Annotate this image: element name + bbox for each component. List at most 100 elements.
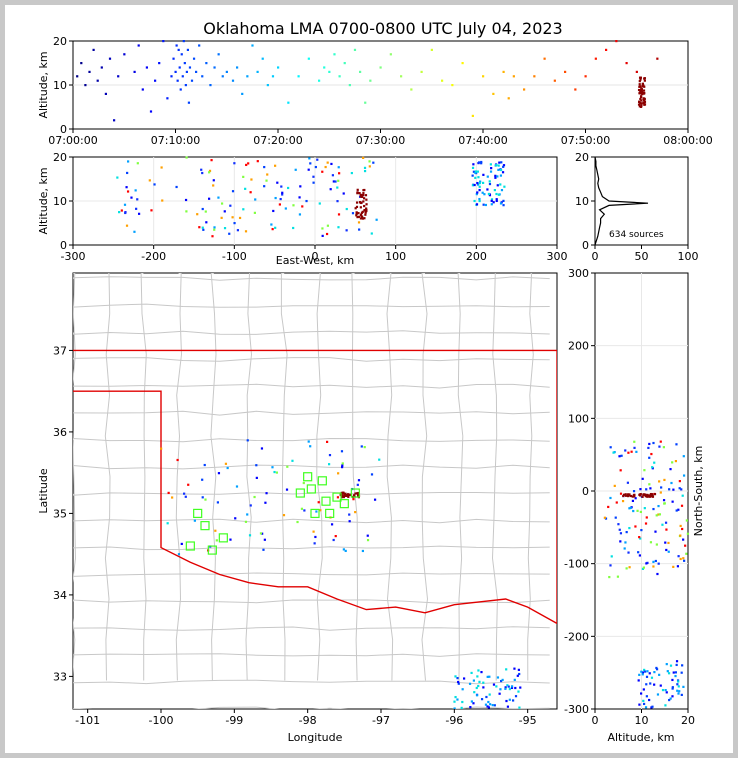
data-point — [657, 513, 660, 516]
source-point — [303, 509, 306, 512]
data-point — [118, 211, 121, 214]
data-point — [356, 191, 359, 194]
data-point — [650, 492, 653, 496]
data-point — [181, 75, 184, 78]
data-point — [646, 670, 649, 673]
data-point — [484, 203, 488, 207]
data-point — [205, 221, 208, 224]
data-point — [279, 197, 282, 201]
data-point — [486, 188, 489, 191]
data-point — [499, 202, 503, 205]
county-border — [73, 545, 550, 551]
source-point — [265, 492, 268, 495]
data-point — [357, 221, 361, 224]
data-point — [202, 228, 205, 231]
source-point — [348, 493, 351, 497]
data-point — [337, 213, 341, 216]
data-point — [625, 62, 628, 65]
data-point — [363, 217, 366, 220]
data-point — [134, 189, 137, 192]
data-point — [616, 575, 620, 578]
data-point — [675, 663, 678, 667]
data-point — [364, 211, 367, 214]
y-tick-label: -100 — [564, 558, 589, 571]
data-point — [682, 538, 685, 541]
data-point — [236, 66, 239, 69]
x-tick-label: 07:40:00 — [458, 134, 507, 147]
y-tick-label: 20 — [53, 151, 67, 164]
data-point — [162, 40, 165, 43]
data-point — [420, 70, 423, 73]
data-point — [640, 102, 643, 105]
data-point — [332, 180, 335, 183]
source-point — [484, 703, 488, 706]
data-point — [632, 490, 636, 493]
source-point — [246, 513, 249, 516]
data-point — [632, 509, 635, 513]
source-point — [234, 517, 237, 520]
data-point — [123, 203, 127, 206]
data-point — [370, 232, 373, 235]
data-point — [145, 66, 148, 69]
data-point — [633, 495, 636, 498]
source-point — [203, 463, 206, 467]
data-point — [263, 185, 266, 188]
data-point — [355, 201, 359, 204]
source-point — [337, 472, 340, 475]
station-marker — [200, 521, 210, 531]
data-point — [643, 77, 646, 80]
data-point — [492, 201, 495, 204]
data-point — [410, 88, 413, 91]
data-point — [665, 528, 668, 531]
county-border — [73, 491, 550, 496]
data-point — [220, 202, 224, 205]
data-point — [326, 224, 330, 227]
data-point — [480, 160, 483, 164]
data-point — [271, 228, 274, 231]
data-point — [345, 207, 348, 211]
source-point — [505, 699, 508, 703]
data-point — [667, 672, 671, 675]
source-point — [518, 706, 521, 709]
data-point — [359, 195, 362, 198]
source-point — [271, 466, 274, 469]
data-point — [184, 84, 187, 87]
data-point — [637, 103, 641, 106]
data-point — [205, 62, 208, 65]
data-point — [612, 451, 615, 454]
data-point — [605, 48, 608, 51]
data-point — [246, 75, 249, 78]
source-point — [488, 693, 491, 696]
data-point — [160, 166, 163, 169]
source-point — [504, 686, 507, 689]
data-point — [363, 197, 366, 200]
source-point — [495, 685, 498, 688]
data-point — [213, 66, 216, 69]
data-point — [639, 488, 642, 491]
x-tick-label: 50 — [635, 250, 649, 263]
y-tick-label: 100 — [568, 412, 589, 425]
data-point — [360, 215, 364, 218]
data-point — [360, 193, 364, 197]
data-point — [497, 168, 500, 171]
data-point — [502, 164, 506, 167]
data-point — [649, 487, 652, 490]
source-point — [361, 549, 365, 553]
data-point — [639, 76, 642, 79]
data-point — [351, 212, 355, 215]
source-point — [167, 491, 170, 495]
data-point — [660, 486, 663, 489]
data-point — [198, 226, 201, 229]
data-point — [192, 57, 196, 60]
histogram-panel: 634 sources 0 50 100 0 10 20 — [575, 151, 699, 263]
data-point — [682, 685, 685, 688]
data-point — [125, 224, 129, 227]
source-point — [480, 698, 484, 701]
data-point — [648, 483, 651, 486]
source-point — [475, 686, 478, 690]
data-point — [643, 91, 646, 95]
data-point — [487, 192, 491, 196]
data-point — [133, 230, 136, 233]
data-point — [256, 70, 259, 73]
data-point — [640, 92, 643, 95]
